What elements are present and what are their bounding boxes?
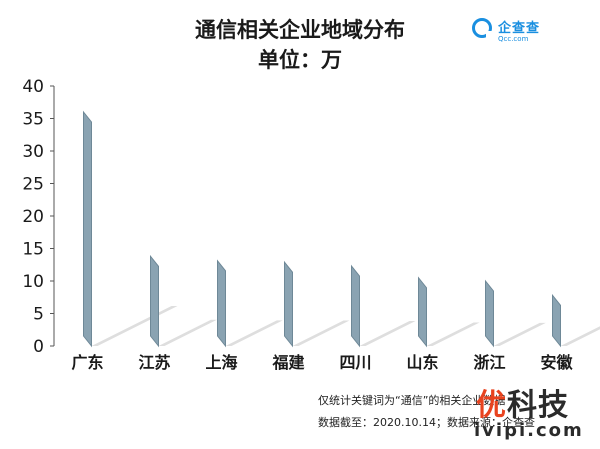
logo-domain: Qcc.com (498, 35, 529, 43)
bar-shadow (158, 319, 217, 346)
bar (83, 110, 92, 348)
footnote-scope: 仅统计关键词为“通信”的相关企业数据 (318, 394, 506, 407)
qcc-logo-icon (472, 18, 493, 38)
chart-subtitle: 单位：万 (258, 48, 342, 72)
y-tick-label: 35 (22, 110, 44, 130)
x-tick-label: 广东 (71, 353, 103, 372)
bar (485, 279, 494, 348)
watermark-rest: 科技 (507, 388, 569, 423)
bar (150, 254, 159, 348)
bar (552, 293, 561, 348)
watermark-text: 优科技 (476, 380, 569, 424)
bar (351, 264, 360, 348)
bar-shadow (426, 322, 480, 346)
bar-shadow (560, 326, 600, 346)
bar-shadow (292, 320, 350, 346)
logo-name: 企查查 (498, 21, 541, 36)
y-tick-label: 20 (22, 207, 44, 227)
x-tick-label: 浙江 (473, 353, 505, 372)
y-tick-label: 40 (22, 77, 44, 97)
y-tick-label: 5 (33, 305, 44, 325)
x-tick-label: 四川 (339, 353, 371, 372)
x-tick-label: 上海 (205, 353, 237, 372)
x-tick-label: 福建 (271, 353, 304, 372)
bar-shadow (493, 322, 546, 346)
chart-title: 通信相关企业地域分布 (195, 18, 405, 42)
bar (418, 276, 427, 348)
watermark-logo: 优科技 ivipi.com (470, 380, 600, 448)
bar (284, 260, 293, 348)
x-tick-label: 山东 (406, 353, 438, 372)
bar-shadow (225, 320, 283, 346)
y-tick-label: 15 (22, 240, 44, 260)
footnote-source: 数据截至：2020.10.14；数据来源：企查查 (318, 416, 535, 429)
x-tick-label: 江苏 (138, 353, 170, 372)
watermark-domain: ivipi.com (474, 420, 584, 441)
x-tick-label: 安徽 (540, 353, 573, 372)
qcc-logo: 企查查 Qcc.com (472, 16, 572, 48)
y-tick-label: 10 (22, 272, 44, 292)
y-tick-label: 0 (33, 337, 44, 357)
bar (217, 259, 226, 348)
bar-shadow (359, 321, 416, 346)
y-tick-label: 25 (22, 175, 44, 195)
bar-shadow (91, 306, 178, 346)
y-tick-label: 30 (22, 142, 44, 162)
watermark-accent: 优 (476, 388, 507, 423)
